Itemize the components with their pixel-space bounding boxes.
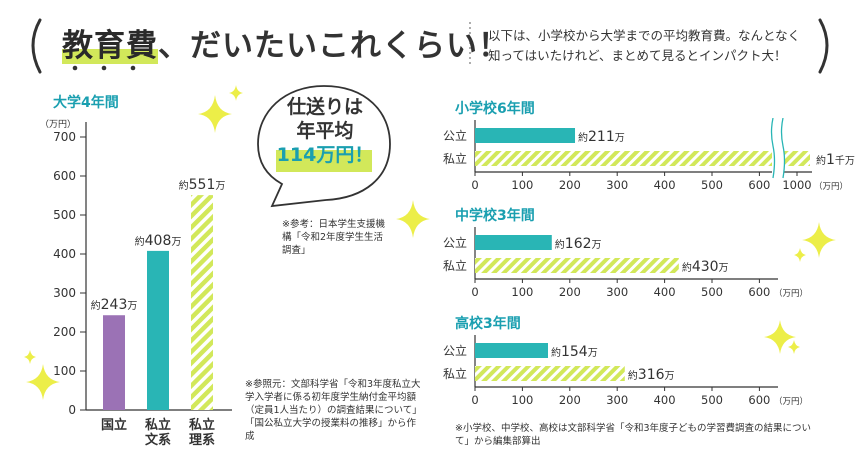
- bar-value-label: 約243万: [91, 297, 138, 313]
- sparkle-icon: [802, 222, 836, 258]
- bar-1: [475, 151, 772, 166]
- x-tick-label: 0: [471, 285, 478, 299]
- university-note: ※参照元：文部科学省「令和3年度私立大学入学者に係る初年度学生納付金平均額（定員…: [245, 379, 422, 442]
- sparkle-icon: [794, 248, 806, 262]
- x-tick-label: 300: [606, 285, 628, 299]
- x-tick-label: 500: [701, 285, 723, 299]
- bubble-note: ※参考：日本学生支援機構「令和2年度学生生活調査」: [282, 219, 385, 256]
- x-tick-label: 0: [471, 393, 478, 407]
- x-tick-label: 100: [511, 393, 533, 407]
- high-school-chart-title: 高校3年間: [455, 316, 521, 332]
- bar-0: [475, 128, 576, 143]
- x-tick-label: 100: [511, 285, 533, 299]
- x-axis-unit: （万円）: [774, 396, 808, 407]
- sparkle-icon: [764, 320, 796, 354]
- x-tick-label: 100: [511, 178, 533, 192]
- page-title-rest: 、だいたいこれくらい！: [158, 28, 510, 64]
- x-tick-label: 600: [748, 393, 770, 407]
- sparkle-icon: [229, 85, 243, 101]
- category-label: 私立: [189, 417, 215, 433]
- y-tick-label: 100: [53, 364, 76, 378]
- page-title-key: 教育費: [62, 28, 158, 64]
- y-tick-label: 700: [53, 130, 76, 144]
- y-tick-label: 500: [53, 208, 76, 222]
- bar-2: [191, 195, 213, 410]
- x-tick-label: 300: [606, 393, 628, 407]
- category-label: 国立: [101, 417, 127, 433]
- bar-1: [147, 250, 169, 410]
- bubble-text: 仕送りは 年平均 114万円！: [262, 95, 388, 167]
- y-tick-label: 600: [53, 169, 76, 183]
- bar-value-label: 約316万: [628, 367, 675, 383]
- x-tick-label: 400: [654, 393, 676, 407]
- speech-bubble: [257, 85, 391, 208]
- bar-value-label: 約551万: [179, 177, 226, 193]
- x-tick-label: 1000: [782, 178, 811, 192]
- elementary-chart-title: 小学校6年間: [455, 101, 535, 117]
- x-tick-label: 500: [701, 393, 723, 407]
- x-tick-label: 200: [559, 285, 581, 299]
- bar-value-label: 約430万: [682, 259, 729, 275]
- y-tick-label: 200: [53, 325, 76, 339]
- bar-0: [103, 315, 125, 410]
- bubble-line1: 仕送りは: [286, 96, 363, 118]
- x-tick-label: 600: [748, 285, 770, 299]
- y-tick-label: 400: [53, 247, 76, 261]
- junior-high-chart-title: 中学校3年間: [455, 208, 535, 224]
- x-tick-label: 200: [559, 393, 581, 407]
- bar-0: [475, 343, 548, 358]
- x-tick-label: 500: [701, 178, 723, 192]
- axis-break-icon: [770, 118, 786, 179]
- bar-value-label: 約211万: [578, 129, 625, 145]
- category-label: 私立: [443, 151, 467, 166]
- university-y-unit: （万円）: [40, 120, 77, 130]
- sparkle-icon: [24, 350, 36, 364]
- sparkle-icon: [396, 200, 430, 238]
- bar-value-label: 約1千万: [816, 152, 855, 168]
- category-label: 私立: [145, 417, 171, 433]
- y-tick-label: 300: [53, 286, 76, 300]
- bar-value-label: 約154万: [551, 344, 598, 360]
- bubble-line3: 114万円！: [276, 144, 374, 166]
- header-decoration: [31, 18, 829, 74]
- sparkle-icon: [198, 95, 232, 133]
- category-label: 私立: [443, 366, 467, 381]
- sparkle-icon: [26, 364, 60, 400]
- category-label: 文系: [145, 432, 171, 448]
- x-axis-unit: （万円）: [814, 181, 848, 192]
- bar-1: [475, 366, 625, 381]
- category-label: 理系: [189, 432, 215, 448]
- category-label: 公立: [443, 343, 467, 358]
- bar-value-label: 約408万: [135, 233, 182, 249]
- x-tick-label: 0: [471, 178, 478, 192]
- sparkle-icon: [788, 340, 800, 354]
- bottom-note: ※小学校、中学校、高校は文部科学省「令和3年度子どもの学習費調査の結果について」…: [455, 423, 812, 447]
- page-title: 教育費、だいたいこれくらい！: [62, 20, 510, 65]
- page-description: 以下は、小学校から大学までの平均教育費。なんとなく知ってはいたけれど、まとめて見…: [488, 28, 801, 63]
- category-label: 公立: [443, 235, 467, 250]
- category-label: 私立: [443, 258, 467, 273]
- university-chart: 0100200300400500600700約243万国立約408万私立文系約5…: [53, 122, 232, 448]
- category-label: 公立: [443, 128, 467, 143]
- x-tick-label: 400: [654, 178, 676, 192]
- bar-1: [475, 258, 679, 273]
- bubble-line2: 年平均: [296, 120, 354, 142]
- x-axis-unit: （万円）: [774, 288, 808, 299]
- x-tick-label: 600: [748, 178, 770, 192]
- x-tick-label: 200: [559, 178, 581, 192]
- bar-0: [475, 235, 552, 250]
- y-tick-label: 0: [68, 403, 76, 417]
- x-tick-label: 400: [654, 285, 676, 299]
- bar-1-after-break: [784, 151, 810, 166]
- bar-value-label: 約162万: [555, 236, 602, 252]
- x-tick-label: 300: [606, 178, 628, 192]
- university-chart-title: 大学4年間: [53, 95, 119, 111]
